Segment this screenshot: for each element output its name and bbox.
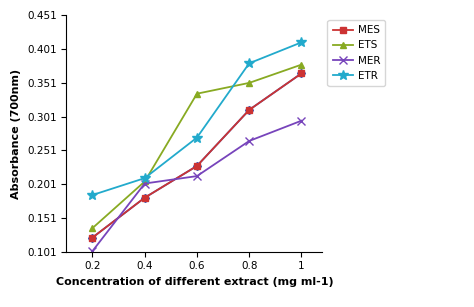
ETR	[246, 61, 252, 65]
MER	[299, 119, 304, 122]
Line: MER: MER	[88, 117, 306, 255]
ETS	[194, 92, 200, 95]
Line: ETS: ETS	[89, 61, 305, 231]
MER	[142, 182, 147, 185]
MER	[90, 249, 95, 253]
MER	[194, 174, 200, 178]
MES	[90, 236, 95, 239]
MER	[246, 139, 252, 143]
ETR	[142, 176, 147, 180]
Line: MES: MES	[90, 71, 304, 240]
ETR	[194, 136, 200, 139]
MES	[299, 72, 304, 75]
MES	[142, 196, 147, 200]
ETR	[299, 41, 304, 44]
Legend: MES, ETS, MER, ETR: MES, ETS, MER, ETR	[328, 20, 385, 86]
Line: ETR: ETR	[88, 37, 306, 200]
ETS	[299, 63, 304, 67]
X-axis label: Concentration of different extract (mg ml-1): Concentration of different extract (mg m…	[55, 277, 333, 287]
ETS	[142, 180, 147, 183]
ETS	[90, 226, 95, 230]
MES	[246, 108, 252, 112]
Y-axis label: Absorbance (700nm): Absorbance (700nm)	[11, 68, 21, 199]
ETR	[90, 193, 95, 197]
ETS	[246, 81, 252, 85]
MES	[194, 164, 200, 168]
